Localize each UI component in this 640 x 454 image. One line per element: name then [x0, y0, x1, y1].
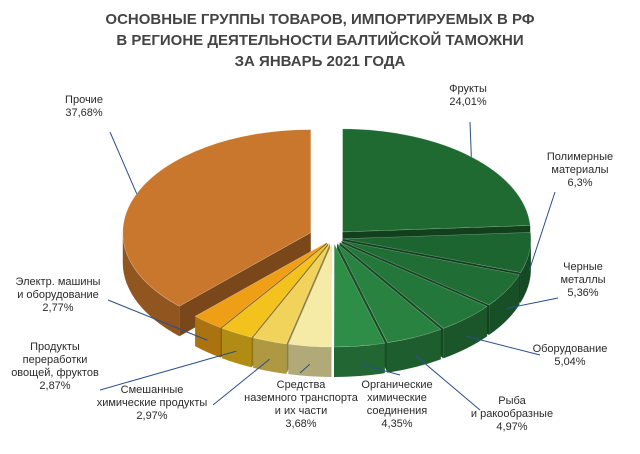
slice-top-face	[122, 129, 312, 307]
slice-side-wall	[520, 238, 531, 303]
slice-side-wall	[443, 306, 488, 359]
slice-name-label: Органические	[361, 379, 432, 391]
slice-name-label: Средства	[277, 379, 327, 391]
slice-name-label: Рыба	[498, 395, 526, 407]
slice-side-wall	[333, 343, 385, 377]
slice-name-label: и оборудование	[17, 289, 99, 301]
leader-line	[469, 121, 472, 157]
slice-name-label: металлы	[560, 274, 605, 286]
slice-top-face	[336, 243, 442, 344]
slice-side-wall	[122, 232, 180, 337]
slice-name-label: и ракообразные	[471, 408, 553, 420]
slice-top-face	[221, 243, 329, 338]
slice-side-wall	[195, 316, 221, 358]
slice-value-label: 2,97%	[136, 410, 167, 422]
slice-top-face	[333, 243, 386, 348]
leader-line	[414, 354, 481, 411]
leader-line	[99, 350, 237, 391]
slice-top-face	[252, 243, 331, 345]
slice-value-label: 4,97%	[496, 421, 527, 433]
slice-name-label: Фрукты	[449, 83, 487, 95]
slice-value-label: 3,68%	[285, 418, 316, 430]
slice-name-label: Электр. машины	[16, 276, 101, 288]
slice-name-label: Смешанные	[121, 384, 184, 396]
slice-name-label: Прочие	[65, 94, 103, 106]
leader-line	[107, 299, 208, 341]
pie-slice	[287, 243, 333, 377]
title-line-3: ЗА ЯНВАРЬ 2021 ГОДА	[235, 53, 406, 70]
slice-value-label: 5,04%	[554, 356, 585, 368]
slice-value-label: 4,35%	[381, 418, 412, 430]
slice-name-label: переработки	[23, 354, 88, 366]
slice-name-label: овощей, фруктов	[11, 367, 99, 379]
slice-name-label: материалы	[551, 164, 608, 176]
slice-name-label: и их части	[275, 405, 327, 417]
slice-value-label: 24,01%	[449, 96, 487, 108]
title-line-1: ОСНОВНЫЕ ГРУППЫ ТОВАРОВ, ИМПОРТИРУЕМЫХ В…	[105, 11, 534, 28]
slice-name-label: Черные	[563, 261, 603, 273]
slice-name-label: Полимерные	[547, 151, 613, 163]
slice-top-face	[341, 240, 520, 306]
leader-line	[528, 191, 556, 271]
leader-line	[299, 363, 311, 374]
pie-labels: Фрукты24,01%Полимерныематериалы6,3%Черны…	[11, 83, 613, 433]
pie-slice	[333, 243, 386, 377]
leader-line	[506, 297, 559, 309]
leader-line	[109, 131, 138, 194]
slice-value-label: 2,87%	[39, 380, 70, 392]
slice-value-label: 2,77%	[42, 302, 73, 314]
slice-value-label: 37,68%	[65, 107, 103, 119]
slice-top-face	[339, 242, 488, 329]
pie-slices	[122, 128, 532, 377]
leader-line	[359, 363, 401, 376]
slice-top-face	[287, 243, 333, 348]
slice-name-label: наземного транспорта	[244, 392, 359, 404]
leader-line	[212, 358, 270, 406]
slice-value-label: 6,3%	[567, 177, 592, 189]
slice-value-label: 5,36%	[567, 287, 598, 299]
slice-side-wall	[288, 344, 332, 377]
slice-name-label: химические продукты	[97, 397, 208, 409]
slice-side-wall	[221, 328, 252, 368]
slice-top-face	[342, 232, 532, 273]
slice-name-label: Оборудование	[533, 343, 608, 355]
title-line-2: В РЕГИОНЕ ДЕЯТЕЛЬНОСТИ БАЛТИЙСКОЙ ТАМОЖН…	[116, 31, 523, 49]
slice-side-wall	[489, 274, 520, 335]
slice-top-face	[194, 242, 327, 328]
slice-name-label: химические	[367, 392, 427, 404]
leader-line	[466, 335, 541, 356]
slice-top-face	[342, 128, 531, 233]
slice-side-wall	[253, 337, 287, 374]
slice-name-label: Продукты	[30, 341, 80, 353]
chart-title: ОСНОВНЫЕ ГРУППЫ ТОВАРОВ, ИМПОРТИРУЕМЫХ В…	[105, 11, 534, 70]
slice-name-label: соединения	[367, 405, 428, 417]
slice-side-wall	[387, 329, 441, 373]
